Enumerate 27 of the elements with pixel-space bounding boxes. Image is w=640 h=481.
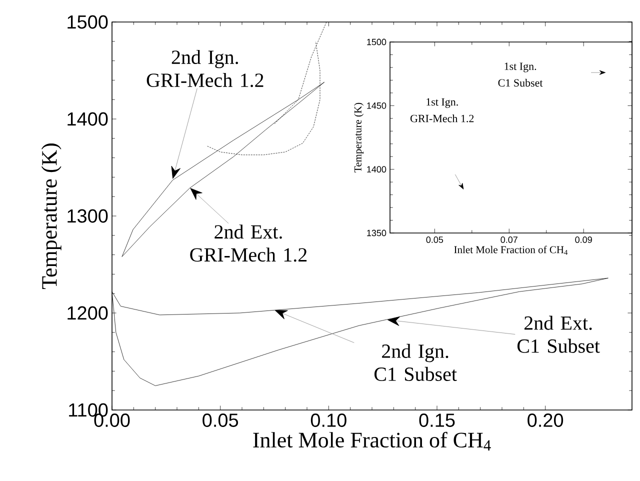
y-tick-label: 1500 <box>367 38 386 46</box>
x-tick-label: 0.07 <box>500 236 518 243</box>
x-axis-title: Inlet Mole Fraction of CH$_{4}$ <box>253 432 491 450</box>
y-axis-title: Temperature (K) <box>41 144 62 290</box>
y-axis-title: Temperature (K) <box>354 102 364 172</box>
x-tick-label: 0.10 <box>310 414 346 427</box>
annotation: 2nd Ext. GRI-Mech 1.2 <box>190 224 307 262</box>
y-tick-label: 1200 <box>68 306 108 320</box>
y-tick-label: 1400 <box>68 112 108 126</box>
y-tick-label: 1300 <box>68 209 108 223</box>
x-tick-label: 0.09 <box>575 236 592 243</box>
y-tick-label: 1450 <box>367 102 386 109</box>
x-tick-label: 0.15 <box>419 414 455 427</box>
annotation: 2nd Ext. C1 Subset <box>517 316 600 353</box>
x-tick-label: 0.20 <box>528 414 564 427</box>
y-tick-label: 1400 <box>367 166 386 173</box>
annotation: 1st Ign. <box>504 62 536 72</box>
y-tick-label: 1350 <box>367 230 386 236</box>
x-tick-label: 0.05 <box>202 414 238 427</box>
annotation: 1st Ign. <box>426 98 458 108</box>
annotation: GRI-Mech 1.2 <box>410 114 474 122</box>
annotation: C1 Subset <box>498 78 543 87</box>
annotation: 2nd Ign. C1 Subset <box>374 344 457 381</box>
y-tick-label: 1500 <box>68 15 108 29</box>
x-axis-title: Inlet Mole Fraction of CH$_{4}$ <box>454 246 568 255</box>
x-tick-label: 0.05 <box>426 236 444 243</box>
annotation: 2nd Ign. GRI-Mech 1.2 <box>146 50 264 88</box>
